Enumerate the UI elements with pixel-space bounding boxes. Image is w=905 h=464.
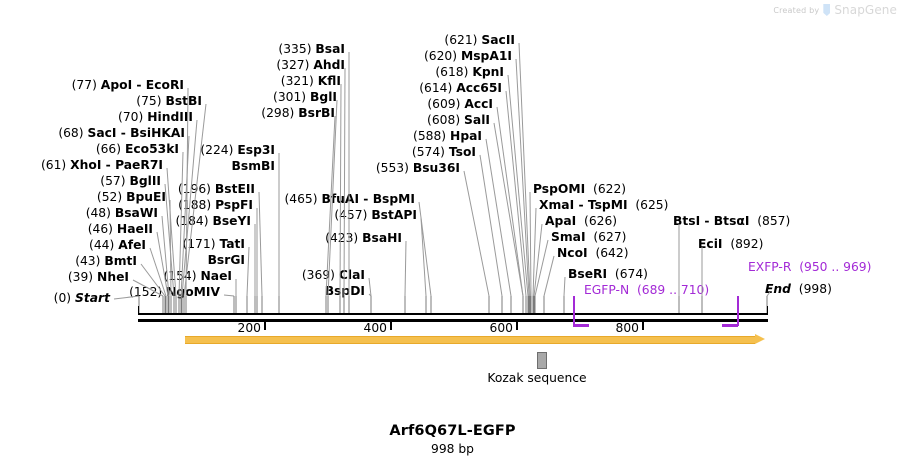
site-label-bstbi[interactable]: (75) BstBI	[136, 94, 202, 108]
site-label-bsawi[interactable]: (48) BsaWI	[85, 206, 158, 220]
site-label-bseyi[interactable]: (184) BseYI	[175, 214, 251, 228]
site-label-apai[interactable]: ApaI (626)	[545, 214, 618, 228]
watermark-prefix: Created by	[773, 5, 820, 15]
ruler-tick-600	[516, 322, 518, 330]
feature-stem-exfp-r	[737, 296, 739, 326]
kozak-sequence-label: Kozak sequence	[487, 371, 587, 385]
site-label-acc65i[interactable]: (614) Acc65I	[419, 81, 502, 95]
site-label-sali[interactable]: (608) SalI	[427, 113, 490, 127]
site-label-bsai[interactable]: (335) BsaI	[278, 42, 345, 56]
site-label-bglii[interactable]: (57) BglII	[100, 174, 161, 188]
plasmid-size-label: 998 bp	[431, 442, 474, 456]
site-label-bspdi[interactable]: BspDI	[324, 284, 365, 298]
site-label-ncoi[interactable]: NcoI (642)	[557, 246, 629, 260]
ruler-label-800: 800	[615, 321, 639, 335]
backbone-line-bottom	[138, 319, 768, 322]
feature-label-exfp-r[interactable]: EXFP-R (950 .. 969)	[748, 260, 872, 274]
ruler-label-200: 200	[237, 321, 261, 335]
site-label-xmai-tspmi[interactable]: XmaI - TspMI (625)	[539, 198, 669, 212]
feature-mark-egfp-n[interactable]	[573, 324, 589, 327]
site-label-sacii[interactable]: (621) SacII	[444, 33, 515, 47]
site-label-ahdi[interactable]: (327) AhdI	[276, 58, 345, 72]
site-label-saci-bsihkai[interactable]: (68) SacI - BsiHKAI	[58, 126, 185, 140]
site-label-apoi-ecori[interactable]: (77) ApoI - EcoRI	[71, 78, 184, 92]
title-block: Arf6Q67L-EGFP 998 bp	[0, 423, 905, 456]
ruler-tick-800	[642, 322, 644, 330]
site-label-pspomi[interactable]: PspOMI (622)	[533, 182, 627, 196]
page-title: Arf6Q67L-EGFP	[389, 423, 516, 439]
site-label-ecii[interactable]: EciI (892)	[698, 237, 764, 251]
backbone-line-top	[138, 313, 768, 315]
site-label-end[interactable]: End (998)	[765, 282, 832, 296]
site-label-bsrbi[interactable]: (298) BsrBI	[261, 106, 335, 120]
site-label-smai[interactable]: SmaI (627)	[551, 230, 627, 244]
snapgene-flag-icon	[823, 4, 831, 16]
site-label-hpai[interactable]: (588) HpaI	[413, 129, 482, 143]
feature-mark-exfp-r[interactable]	[722, 324, 738, 327]
backbone-cap-left	[138, 306, 139, 314]
kozak-sequence-marker[interactable]	[537, 352, 547, 369]
ruler-label-400: 400	[363, 321, 387, 335]
site-label-hindiii[interactable]: (70) HindIII	[118, 110, 193, 124]
site-label-eco53ki[interactable]: (66) Eco53kI	[95, 142, 179, 156]
site-label-bsrgi[interactable]: BsrGI	[207, 253, 245, 267]
ruler-label-600: 600	[489, 321, 513, 335]
watermark-brand: SnapGene	[834, 3, 897, 17]
site-label-acci[interactable]: (609) AccI	[427, 97, 493, 111]
snapgene-watermark: Created by SnapGene	[773, 3, 897, 17]
orf-arrow-head	[755, 334, 765, 344]
site-label-tsoi[interactable]: (574) TsoI	[411, 145, 476, 159]
site-label-bseri[interactable]: BseRI (674)	[568, 267, 648, 281]
site-label-nhei[interactable]: (39) NheI	[67, 270, 129, 284]
leader-lines	[113, 42, 771, 313]
ruler-tick-400	[390, 322, 392, 330]
feature-label-egfp-n[interactable]: EGFP-N (689 .. 710)	[584, 283, 710, 297]
site-label-start[interactable]: (0) Start	[53, 291, 110, 305]
site-label-btsi-btsai[interactable]: BtsI - BtsαI (857)	[673, 214, 791, 228]
site-label-bsmbi[interactable]: BsmBI	[231, 159, 275, 173]
site-label-bsahi[interactable]: (423) BsaHI	[325, 231, 402, 245]
site-label-xhoi-paer7i[interactable]: (61) XhoI - PaeR7I	[40, 158, 163, 172]
site-label-bstapi[interactable]: (457) BstAPI	[334, 208, 417, 222]
site-label-bmti[interactable]: (43) BmtI	[75, 254, 137, 268]
orf-arrow-body	[185, 336, 755, 344]
site-label-haeii[interactable]: (46) HaeII	[87, 222, 153, 236]
ruler-tick-200	[264, 322, 266, 330]
site-label-afei[interactable]: (44) AfeI	[89, 238, 146, 252]
backbone-cap-right	[767, 306, 768, 314]
site-label-mspa1i[interactable]: (620) MspA1I	[423, 49, 512, 63]
site-label-bgli[interactable]: (301) BglI	[273, 90, 337, 104]
site-label-bsu36i[interactable]: (553) Bsu36I	[375, 161, 460, 175]
site-label-bpuei[interactable]: (52) BpuEI	[96, 190, 166, 204]
site-label-kpni[interactable]: (618) KpnI	[435, 65, 504, 79]
site-label-esp3i[interactable]: (224) Esp3I	[200, 143, 275, 157]
site-label-kfli[interactable]: (321) KflI	[280, 74, 341, 88]
feature-stem-egfp-n	[573, 296, 575, 326]
